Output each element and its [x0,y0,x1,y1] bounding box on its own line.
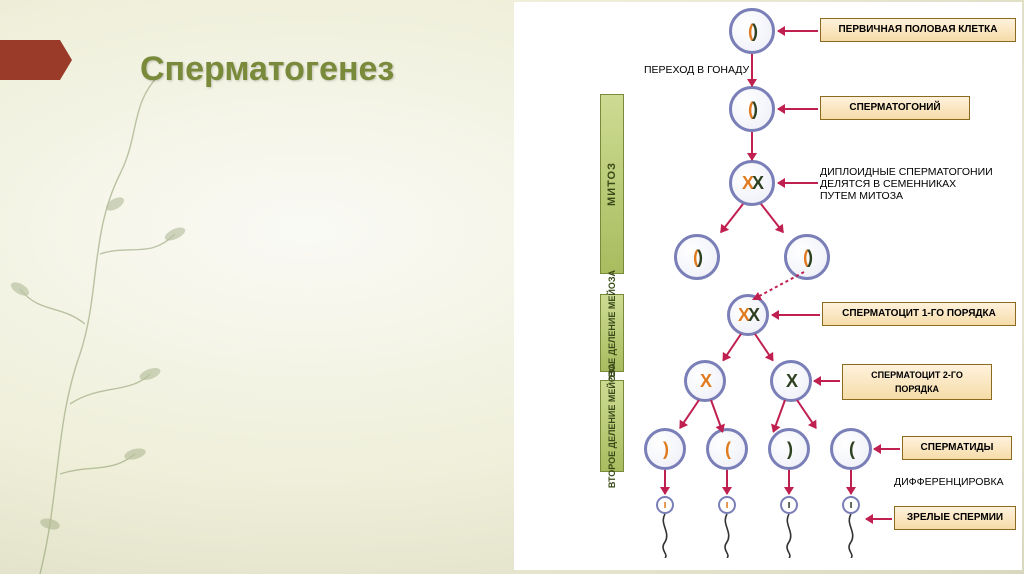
label-line: СПЕРМАТОЦИТ 2-ГО [847,368,987,382]
phase-band-mitosis-label: МИТОЗ [606,162,618,206]
cell-c6b: ( [706,428,748,470]
phase-band-meiosis2: ВТОРОЕ ДЕЛЕНИЕ МЕЙОЗА [600,380,624,472]
label-arrow [778,182,818,184]
sperm-cell: ı [710,496,744,560]
note-line: ПУТЕМ МИТОЗА [820,190,993,202]
note-line: ДИПЛОИДНЫЕ СПЕРМАТОГОНИИ [820,166,993,178]
label-line: ПОРЯДКА [847,382,987,396]
annotation-transition: ПЕРЕХОД В ГОНАДУ [644,64,749,76]
dotted-arrow [744,270,814,310]
twig-decoration [0,74,280,574]
annotation-differentiation: ДИФФЕРЕНЦИРОВКА [894,476,1004,488]
label-spermatogonium: СПЕРМАТОГОНИЙ [820,96,970,120]
label-arrow [778,108,818,110]
phase-band-meiosis1: ПЕРВОЕ ДЕЛЕНИЕ МЕЙОЗА [600,294,624,372]
arrow [760,203,784,233]
cell-c0: () [729,8,775,54]
arrow [850,470,852,494]
diagram-panel: МИТОЗ ПЕРВОЕ ДЕЛЕНИЕ МЕЙОЗА ВТОРОЕ ДЕЛЕН… [514,2,1022,570]
label-arrow [874,448,900,450]
label-mature: ЗРЕЛЫЕ СПЕРМИИ [894,506,1016,530]
arrow [754,333,774,361]
arrow [720,203,744,233]
cell-c1: () [729,86,775,132]
phase-band-meiosis2-label: ВТОРОЕ ДЕЛЕНИЕ МЕЙОЗА [607,363,617,488]
label-arrow [778,30,818,32]
sperm-cell: ı [648,496,682,560]
cell-c5a: X [684,360,726,402]
label-arrow [772,314,820,316]
arrow [722,333,742,361]
arrow [751,54,753,86]
label-spermatocyte1: СПЕРМАТОЦИТ 1-ГО ПОРЯДКА [822,302,1016,326]
sperm-cell: ı [834,496,868,560]
cell-c6c: ) [768,428,810,470]
cell-c6d: ( [830,428,872,470]
sperm-cell: ı [772,496,806,560]
arrow [664,470,666,494]
arrow [679,399,700,428]
accent-bar [0,40,60,80]
page-title: Сперматогенез [140,50,394,89]
cell-c5b: X [770,360,812,402]
phase-band-mitosis: МИТОЗ [600,94,624,274]
label-primordial: ПЕРВИЧНАЯ ПОЛОВАЯ КЛЕТКА [820,18,1016,42]
arrow [726,470,728,494]
arrow [788,470,790,494]
note-line: ДЕЛЯТСЯ В СЕМЕННИКАХ [820,178,993,190]
slide: Сперматогенез МИТОЗ ПЕРВОЕ ДЕЛЕНИЕ МЕЙОЗ… [0,0,1024,574]
label-spermatocyte2: СПЕРМАТОЦИТ 2-ГО ПОРЯДКА [842,364,992,400]
cell-c2: XX [729,160,775,206]
arrow [710,400,724,433]
arrow [796,399,817,428]
note-diploid: ДИПЛОИДНЫЕ СПЕРМАТОГОНИИ ДЕЛЯТСЯ В СЕМЕН… [820,166,993,202]
label-arrow [866,518,892,520]
cell-c6a: ) [644,428,686,470]
cell-c3a: () [674,234,720,280]
label-arrow [814,380,840,382]
arrow [751,132,753,160]
arrow [772,400,786,433]
label-spermatids: СПЕРМАТИДЫ [902,436,1012,460]
